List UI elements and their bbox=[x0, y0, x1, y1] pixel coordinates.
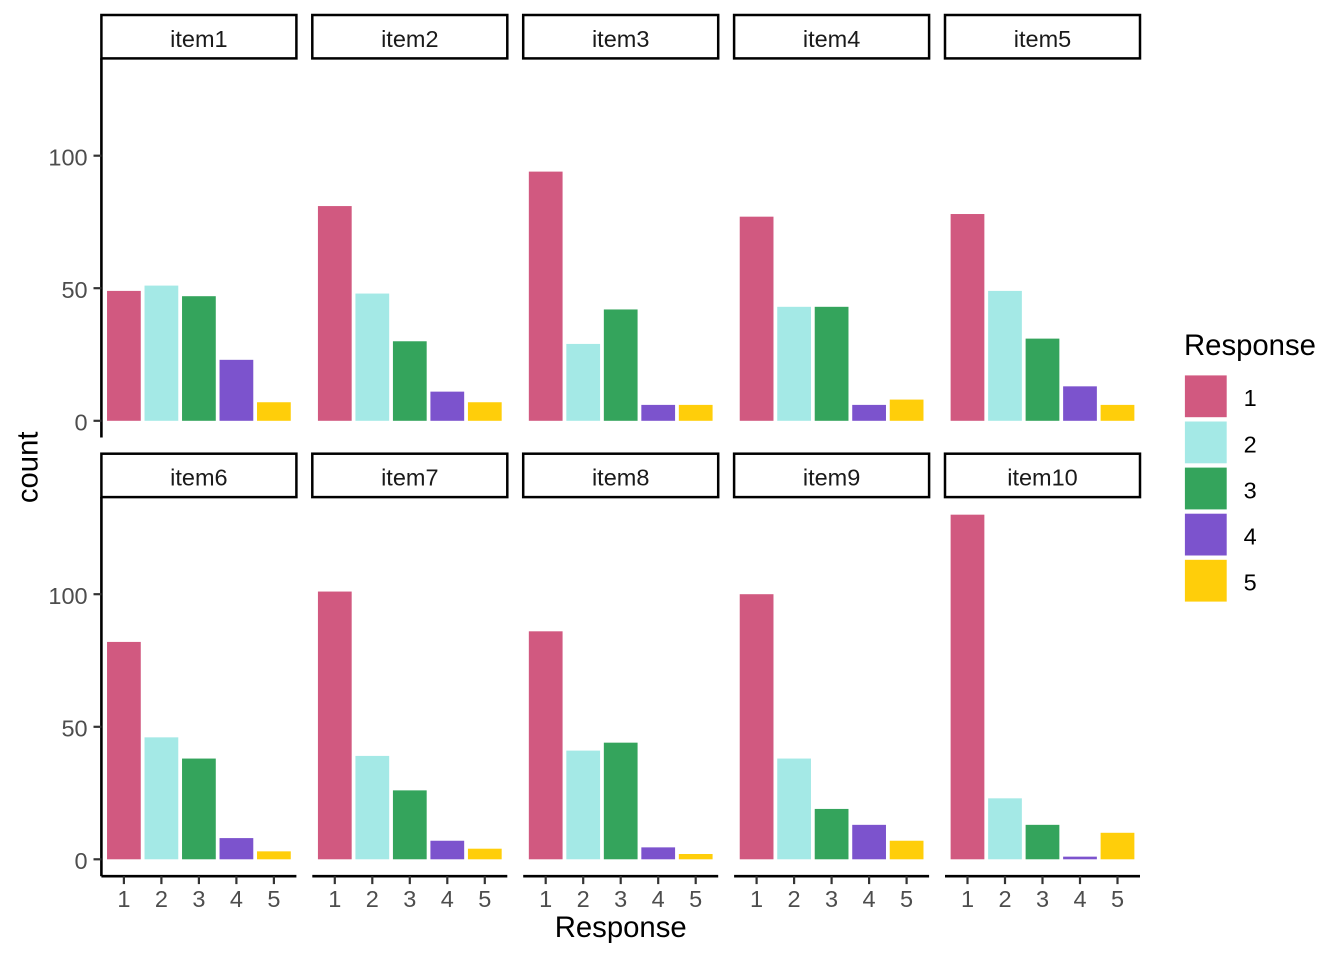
svg-text:item2: item2 bbox=[381, 26, 438, 52]
svg-text:4: 4 bbox=[230, 886, 243, 912]
svg-text:Response: Response bbox=[1184, 329, 1316, 362]
svg-text:2: 2 bbox=[1244, 431, 1257, 457]
svg-text:5: 5 bbox=[267, 886, 280, 912]
svg-text:3: 3 bbox=[614, 886, 627, 912]
svg-text:2: 2 bbox=[155, 886, 168, 912]
svg-text:3: 3 bbox=[1244, 477, 1257, 503]
svg-text:5: 5 bbox=[1244, 570, 1257, 596]
svg-text:1: 1 bbox=[117, 886, 130, 912]
svg-text:3: 3 bbox=[192, 886, 205, 912]
svg-text:5: 5 bbox=[900, 886, 913, 912]
svg-text:0: 0 bbox=[75, 848, 88, 874]
svg-text:4: 4 bbox=[1073, 886, 1086, 912]
svg-text:1: 1 bbox=[328, 886, 341, 912]
svg-text:1: 1 bbox=[539, 886, 552, 912]
svg-text:3: 3 bbox=[1036, 886, 1049, 912]
svg-text:item3: item3 bbox=[592, 26, 649, 52]
svg-text:1: 1 bbox=[1244, 385, 1257, 411]
svg-text:item1: item1 bbox=[170, 26, 227, 52]
svg-text:2: 2 bbox=[998, 886, 1011, 912]
svg-text:count: count bbox=[12, 431, 45, 503]
svg-text:item6: item6 bbox=[170, 465, 227, 491]
svg-text:item4: item4 bbox=[803, 26, 860, 52]
svg-text:item5: item5 bbox=[1014, 26, 1071, 52]
svg-text:100: 100 bbox=[48, 145, 87, 171]
svg-text:1: 1 bbox=[961, 886, 974, 912]
svg-text:5: 5 bbox=[689, 886, 702, 912]
svg-text:4: 4 bbox=[1244, 524, 1257, 550]
svg-text:3: 3 bbox=[403, 886, 416, 912]
svg-text:4: 4 bbox=[863, 886, 876, 912]
svg-text:item8: item8 bbox=[592, 465, 649, 491]
svg-text:3: 3 bbox=[825, 886, 838, 912]
svg-text:50: 50 bbox=[61, 716, 87, 742]
svg-text:4: 4 bbox=[441, 886, 454, 912]
svg-text:item7: item7 bbox=[381, 465, 438, 491]
svg-text:Response: Response bbox=[555, 911, 687, 944]
svg-text:50: 50 bbox=[61, 277, 87, 303]
svg-text:5: 5 bbox=[478, 886, 491, 912]
svg-text:item10: item10 bbox=[1007, 465, 1078, 491]
svg-text:2: 2 bbox=[788, 886, 801, 912]
svg-text:5: 5 bbox=[1111, 886, 1124, 912]
svg-text:2: 2 bbox=[577, 886, 590, 912]
svg-text:100: 100 bbox=[48, 583, 87, 609]
svg-text:0: 0 bbox=[75, 410, 88, 436]
svg-text:4: 4 bbox=[652, 886, 665, 912]
svg-text:1: 1 bbox=[750, 886, 763, 912]
svg-text:item9: item9 bbox=[803, 465, 860, 491]
svg-text:2: 2 bbox=[366, 886, 379, 912]
